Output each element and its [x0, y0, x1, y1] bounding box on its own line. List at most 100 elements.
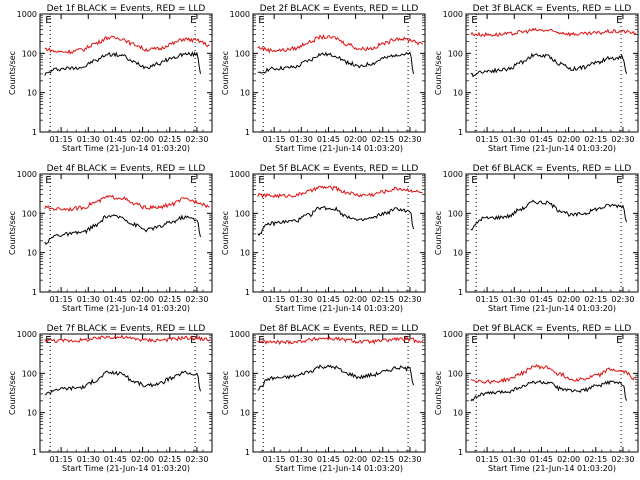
y-tick-label: 1000 [443, 170, 463, 179]
x-tick-label: 01:30 [290, 135, 313, 144]
x-tick-label: 01:30 [290, 455, 313, 464]
x-tick-label: 01:30 [503, 455, 526, 464]
y-tick-label: 1 [458, 128, 463, 137]
y-tick-label: 100 [235, 209, 250, 218]
y-tick-label: 1 [245, 448, 250, 457]
x-tick-label: 01:45 [104, 455, 127, 464]
x-tick-label: 02:00 [344, 455, 367, 464]
x-tick-label: 01:30 [77, 455, 100, 464]
panel-det-8: Det 8f BLACK = Events, RED = LLD 1 10 100 10… [221, 324, 426, 473]
x-axis-label: Start Time (21-Jun-14 01:03:20) [275, 304, 403, 313]
x-tick-label: 01:15 [263, 135, 286, 144]
x-axis-label: Start Time (21-Jun-14 01:03:20) [275, 464, 403, 473]
x-tick-label: 02:30 [185, 135, 208, 144]
x-tick-label: 02:30 [398, 295, 421, 304]
marker-label: E [471, 15, 477, 26]
x-tick-label: 02:15 [584, 455, 607, 464]
marker-label: E [403, 335, 409, 346]
series-line-events [470, 379, 627, 402]
panel-title: Det 5f BLACK = Events, RED = LLD [260, 164, 419, 174]
series-line-events [44, 214, 201, 246]
x-tick-label: 02:00 [344, 295, 367, 304]
y-tick-label: 1 [32, 448, 37, 457]
plot-frame [39, 173, 213, 293]
plot-frame [252, 173, 426, 293]
marker-label: E [403, 175, 409, 186]
marker-label: E [258, 335, 264, 346]
x-tick-label: 01:15 [50, 295, 73, 304]
series-line-lld [470, 27, 637, 38]
plot-frame [252, 333, 426, 453]
plot-frame [465, 13, 639, 133]
panel-det-4: Det 4f BLACK = Events, RED = LLD 1 10 100 10… [8, 164, 213, 313]
y-tick-label: 10 [453, 89, 463, 98]
y-tick-label: 10 [240, 249, 250, 258]
x-tick-label: 01:15 [476, 455, 499, 464]
panel-title: Det 4f BLACK = Events, RED = LLD [47, 164, 206, 174]
x-tick-label: 02:15 [584, 295, 607, 304]
y-tick-label: 1000 [17, 170, 37, 179]
x-tick-label: 01:45 [317, 295, 340, 304]
y-tick-label: 100 [235, 369, 250, 378]
panel-title: Det 2f BLACK = Events, RED = LLD [260, 4, 419, 14]
y-tick-label: 100 [448, 369, 463, 378]
y-tick-label: 10 [453, 249, 463, 258]
y-axis-label: Counts/sec [221, 371, 230, 415]
x-tick-label: 01:45 [530, 295, 553, 304]
panel-title: Det 7f BLACK = Events, RED = LLD [47, 324, 206, 334]
marker-label: E [616, 335, 622, 346]
x-axis-label: Start Time (21-Jun-14 01:03:20) [62, 144, 190, 153]
x-tick-label: 01:15 [50, 135, 73, 144]
panel-det-6: Det 6f BLACK = Events, RED = LLD 1 10 100 10… [434, 164, 639, 313]
x-tick-label: 02:30 [611, 455, 634, 464]
x-tick-label: 02:15 [371, 455, 394, 464]
x-tick-label: 01:15 [476, 295, 499, 304]
marker-label: E [616, 15, 622, 26]
y-tick-label: 1000 [230, 330, 250, 339]
x-tick-label: 01:45 [530, 455, 553, 464]
x-tick-label: 02:00 [131, 135, 154, 144]
y-tick-label: 1 [245, 288, 250, 297]
y-tick-label: 10 [27, 89, 37, 98]
marker-label: E [45, 15, 51, 26]
y-tick-label: 10 [240, 409, 250, 418]
panel-title: Det 9f BLACK = Events, RED = LLD [473, 324, 632, 334]
x-tick-label: 01:45 [104, 135, 127, 144]
y-axis-label: Counts/sec [434, 211, 443, 255]
x-tick-label: 01:45 [530, 135, 553, 144]
y-tick-label: 1 [245, 128, 250, 137]
x-tick-label: 02:00 [344, 135, 367, 144]
y-tick-label: 100 [235, 49, 250, 58]
plot-frame [465, 173, 639, 293]
panel-title: Det 3f BLACK = Events, RED = LLD [473, 4, 632, 14]
marker-label: E [616, 175, 622, 186]
y-tick-label: 10 [27, 249, 37, 258]
plot-frame [39, 13, 213, 133]
x-tick-label: 01:30 [503, 295, 526, 304]
plot-frame [252, 13, 426, 133]
y-axis-label: Counts/sec [8, 371, 17, 415]
marker-label: E [403, 15, 409, 26]
y-axis-label: Counts/sec [434, 51, 443, 95]
x-tick-label: 02:15 [158, 295, 181, 304]
x-axis-label: Start Time (21-Jun-14 01:03:20) [62, 464, 190, 473]
y-tick-label: 100 [22, 49, 37, 58]
panel-det-7: Det 7f BLACK = Events, RED = LLD 1 10 100 10… [8, 324, 213, 473]
marker-label: E [258, 175, 264, 186]
series-line-events [470, 199, 627, 231]
y-axis-label: Counts/sec [221, 211, 230, 255]
series-line-events [257, 51, 414, 74]
series-line-lld [44, 334, 210, 343]
panel-title: Det 6f BLACK = Events, RED = LLD [473, 164, 632, 174]
y-tick-label: 1000 [230, 10, 250, 19]
x-axis-label: Start Time (21-Jun-14 01:03:20) [62, 304, 190, 313]
series-line-events [257, 364, 414, 391]
panel-title: Det 1f BLACK = Events, RED = LLD [47, 4, 206, 14]
x-tick-label: 01:30 [290, 295, 313, 304]
x-tick-label: 02:00 [131, 455, 154, 464]
series-line-events [257, 205, 414, 236]
y-tick-label: 1000 [230, 170, 250, 179]
y-tick-label: 10 [240, 89, 250, 98]
